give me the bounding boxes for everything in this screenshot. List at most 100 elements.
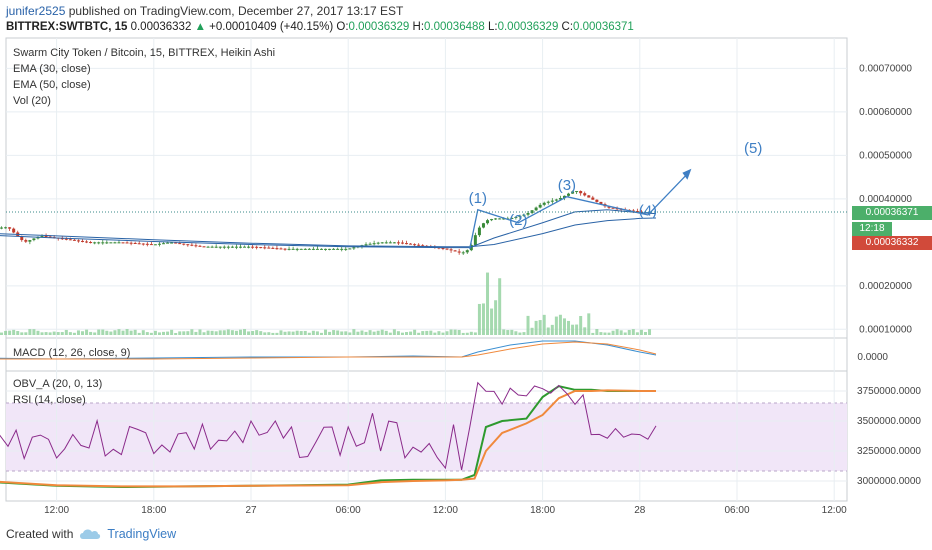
volume-bar — [396, 331, 400, 335]
volume-bar — [603, 332, 607, 335]
volume-bar — [583, 327, 587, 335]
candle-body — [182, 243, 186, 245]
candle-body — [105, 242, 109, 244]
volume-bar — [137, 332, 141, 335]
candle-body — [315, 248, 319, 250]
author-link[interactable]: junifer2525 — [6, 4, 66, 18]
candle-body — [384, 242, 388, 244]
volume-bar — [238, 329, 242, 335]
candle-body — [299, 248, 303, 250]
candle-body — [469, 244, 473, 251]
volume-bar — [20, 332, 24, 335]
vol-legend[interactable]: Vol (20) — [13, 95, 51, 107]
volume-bar — [85, 329, 89, 335]
ema30-legend[interactable]: EMA (30, close) — [13, 63, 91, 75]
candle-body — [8, 227, 12, 229]
candle-body — [611, 207, 615, 209]
candle-body — [562, 195, 566, 198]
published-text: published on TradingView.com, December 2… — [68, 4, 404, 18]
volume-bar — [437, 331, 441, 335]
tradingview-link[interactable]: TradingView — [107, 527, 177, 541]
volume-bar — [283, 331, 287, 335]
volume-bar — [149, 332, 153, 335]
candle-body — [461, 252, 465, 254]
candle-body — [376, 242, 380, 244]
volume-bar — [153, 330, 157, 335]
signal-line — [0, 341, 657, 360]
volume-bar — [247, 331, 251, 335]
volume-bar — [40, 332, 44, 335]
candle-body — [238, 246, 242, 248]
volume-bar — [550, 324, 554, 335]
volume-bar — [81, 331, 85, 335]
volume-bar — [534, 320, 538, 335]
candle-body — [40, 236, 44, 238]
candle-body — [352, 247, 356, 249]
candle-body — [145, 243, 149, 245]
volume-bar — [105, 330, 109, 335]
candle-body — [186, 244, 190, 246]
macd-legend[interactable]: MACD (12, 26, close, 9) — [13, 347, 131, 359]
volume-bar — [230, 330, 234, 335]
candle-body — [486, 220, 490, 224]
volume-bar — [129, 330, 133, 335]
candle-body — [222, 246, 226, 248]
close-value: 0.00036371 — [573, 21, 634, 33]
volume-bar — [328, 331, 332, 335]
x-tick-label: 12:00 — [822, 505, 847, 516]
candle-body — [607, 206, 611, 208]
volume-bar — [449, 329, 453, 335]
candle-body — [494, 218, 498, 220]
candle-body — [307, 248, 311, 250]
obv-legend[interactable]: OBV_A (20, 0, 13) — [13, 378, 103, 390]
candle-body — [542, 202, 546, 205]
candle-body — [226, 246, 230, 248]
volume-bar — [425, 330, 429, 335]
volume-bar — [631, 329, 635, 335]
candle-body — [368, 243, 372, 245]
macd-line — [0, 340, 657, 360]
candle-body — [558, 198, 562, 200]
volume-bar — [554, 316, 558, 335]
volume-bar — [461, 332, 465, 335]
x-tick-label: 18:00 — [530, 505, 555, 516]
volume-bar — [218, 330, 222, 335]
obv-tick-label: 3000000.0000 — [857, 476, 921, 487]
candle-body — [534, 207, 538, 211]
ema50-legend[interactable]: EMA (50, close) — [13, 79, 91, 91]
volume-bar — [433, 332, 437, 335]
volume-bar — [502, 329, 506, 335]
candle-body — [263, 247, 267, 249]
macd-tick-label: 0.0000 — [857, 352, 888, 363]
obv-tick-label: 3500000.0000 — [857, 416, 921, 427]
volume-bar — [530, 327, 534, 335]
volume-bar — [214, 331, 218, 335]
candle-body — [344, 248, 348, 250]
candle-body — [417, 244, 421, 246]
candle-body — [174, 242, 178, 244]
volume-bar — [234, 330, 238, 335]
candle-body — [28, 240, 32, 242]
candle-body — [32, 238, 36, 241]
candle-body — [109, 242, 113, 244]
low-value: 0.00036329 — [497, 21, 559, 33]
volume-bar — [518, 332, 522, 335]
rsi-legend[interactable]: RSI (14, close) — [13, 394, 86, 406]
candle-body — [319, 248, 323, 250]
volume-bar — [591, 332, 595, 335]
volume-bar — [599, 332, 603, 335]
candle-body — [275, 248, 279, 250]
volume-bar — [255, 330, 259, 335]
candle-body — [89, 242, 93, 244]
wave-label: (1) — [469, 190, 487, 207]
candle-body — [514, 216, 518, 218]
candle-body — [141, 243, 145, 245]
volume-bar — [275, 332, 279, 335]
candle-body — [0, 227, 4, 229]
candle-body — [530, 210, 534, 213]
candle-body — [575, 191, 579, 193]
volume-bar — [558, 314, 562, 335]
volume-bar — [48, 332, 52, 335]
candle-body — [421, 245, 425, 247]
volume-bar — [607, 332, 611, 335]
